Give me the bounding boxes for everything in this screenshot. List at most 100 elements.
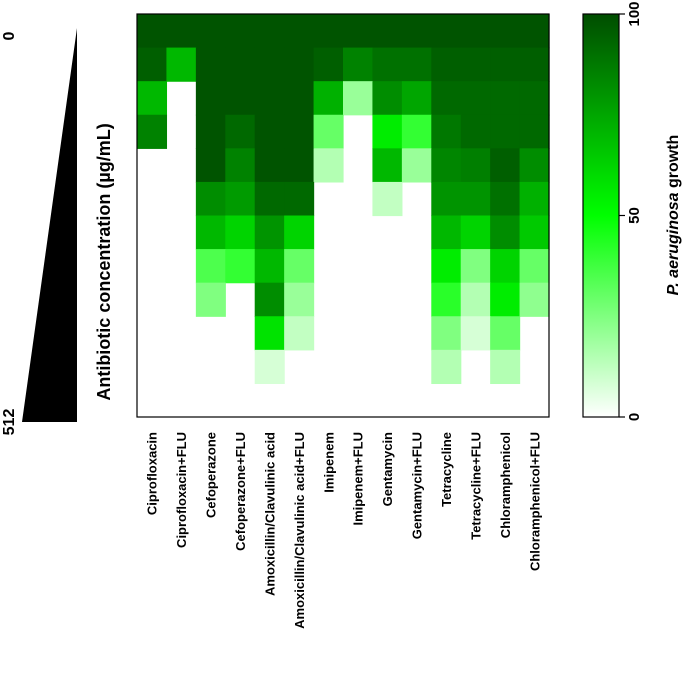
heatmap-cell-r8-c12 [490, 282, 521, 317]
x-tick-label-10: Tetracycline [439, 432, 454, 507]
heatmap-cell-r3-c12 [490, 114, 521, 149]
heatmap-cell-r1-c8 [372, 47, 403, 82]
heatmap-cell-r2-c5 [284, 81, 315, 116]
x-tick-label-1: Ciprofloxacin+FLU [174, 432, 189, 548]
heatmap-cell-r5-c13 [519, 181, 550, 217]
heatmap-cell-r6-c2 [195, 215, 226, 250]
plot-frame [136, 13, 550, 418]
heatmap-cell-r4-c12 [490, 148, 521, 183]
heatmap-cell-r3-c11 [460, 114, 491, 149]
heatmap-cell-r4-c8 [372, 148, 403, 183]
heatmap-cell-r8-c10 [431, 282, 462, 317]
heatmap-cell-r5-c11 [460, 181, 491, 217]
colorbar-label: P. aeruginosa growth [665, 135, 682, 296]
heatmap-cell-r0-c9 [401, 14, 432, 49]
x-tick-labels: Ciprofloxacin Ciprofloxacin+FLU Cefoperazo… [145, 432, 543, 629]
heatmap-cell-r0-c4 [254, 14, 285, 49]
x-tick-label-9: Gentamycin+FLU [410, 432, 425, 539]
heatmap-cell-r0-c12 [490, 14, 521, 49]
heatmap-cell-r1-c3 [225, 47, 256, 82]
heatmap-cell-r6-c11 [460, 215, 491, 250]
heatmap-cell-r3-c8 [372, 114, 403, 149]
heatmap-cell-r1-c6 [313, 47, 344, 82]
heatmap-cell-r2-c6 [313, 81, 344, 116]
heatmap-cell-r7-c13 [519, 249, 550, 284]
heatmap-cell-r0-c10 [431, 14, 462, 49]
heatmap-cell-r8-c4 [254, 282, 285, 317]
heatmap-cell-r9-c11 [460, 316, 491, 351]
heatmap-cell-r7-c12 [490, 249, 521, 284]
heatmap-cell-r2-c13 [519, 81, 550, 116]
colorbar-tick-label-0: 0 [626, 413, 643, 421]
x-tick-label-2: Cefoperazone [204, 432, 219, 518]
heatmap-cell-r1-c2 [195, 47, 226, 82]
heatmap-cell-r6-c5 [284, 215, 315, 250]
heatmap-cell-r7-c5 [284, 249, 315, 284]
heatmap-cell-r2-c11 [460, 81, 491, 116]
heatmap-cell-r3-c6 [313, 114, 344, 149]
colorbar-ticks: 0 50 100 [619, 1, 643, 421]
heatmap-cell-r1-c10 [431, 47, 462, 82]
heatmap-cell-r2-c3 [225, 81, 256, 116]
heatmap-cell-r8-c11 [460, 282, 491, 317]
heatmap-cell-r2-c9 [401, 81, 432, 116]
x-tick-label-5: Amoxicillin/Clavulinic acid+FLU [292, 432, 307, 629]
heatmap-cell-r5-c4 [254, 181, 285, 217]
heatmap-cell-r9-c5 [284, 316, 315, 351]
heatmap-cell-r1-c5 [284, 47, 315, 82]
colorbar-tick-label-2: 100 [626, 1, 643, 26]
heatmap-cell-r5-c12 [490, 181, 521, 217]
heatmap-cell-r4-c2 [195, 148, 226, 183]
heatmap-cell-r3-c13 [519, 114, 550, 149]
heatmap-cell-r4-c10 [431, 148, 462, 183]
colorbar-label-italic: P. aeruginosa [665, 192, 682, 295]
heatmap-cell-r7-c4 [254, 249, 285, 284]
heatmap-cell-r4-c5 [284, 148, 315, 183]
heatmap-cell-r2-c10 [431, 81, 462, 116]
heatmap-cell-r2-c4 [254, 81, 285, 116]
heatmap-cell-r0-c8 [372, 14, 403, 49]
heatmap-cell-r9-c10 [431, 316, 462, 351]
heatmap-cell-r0-c3 [225, 14, 256, 49]
heatmap-cell-r1-c7 [343, 47, 374, 82]
heatmap-cell-r8-c2 [195, 282, 226, 317]
heatmap-cell-r5-c5 [284, 181, 315, 217]
heatmap-cell-r9-c12 [490, 316, 521, 351]
heatmap-cell-r4-c6 [313, 148, 344, 183]
heatmap-cell-r1-c9 [401, 47, 432, 82]
heatmap-cell-r6-c4 [254, 215, 285, 250]
heatmap-cell-r1-c12 [490, 47, 521, 82]
heatmap-cell-r5-c2 [195, 181, 226, 217]
heatmap-cell-r4-c4 [254, 148, 285, 183]
heatmap-cell-r7-c10 [431, 249, 462, 284]
heatmap-cell-r5-c8 [372, 181, 403, 217]
colorbar-tick-label-1: 50 [626, 207, 643, 224]
x-tick-label-11: Tetracycline+FLU [468, 432, 483, 540]
triangle-top-label: 0 [1, 31, 18, 40]
heatmap-cell-r5-c3 [225, 181, 256, 217]
heatmap-cell-r2-c2 [195, 81, 226, 116]
heatmap-cell-r3-c10 [431, 114, 462, 149]
x-tick-label-0: Ciprofloxacin [145, 432, 160, 515]
x-tick-label-12: Chloramphenicol [498, 432, 513, 538]
heatmap-cell-r0-c5 [284, 14, 315, 49]
triangle-bottom-label: 512 [1, 409, 18, 436]
heatmap-cell-r3-c3 [225, 114, 256, 149]
heatmap-cell-r10-c12 [490, 349, 521, 385]
x-tick-label-3: Cefoperazone+FLU [233, 432, 248, 551]
heatmap-cell-r3-c0 [137, 114, 168, 149]
heatmap-cell-r4-c11 [460, 148, 491, 183]
heatmap-cell-r2-c8 [372, 81, 403, 116]
heatmap-cell-r6-c12 [490, 215, 521, 250]
heatmap-cell-r7-c2 [195, 249, 226, 284]
heatmap-cell-r0-c7 [343, 14, 374, 49]
heatmap-cell-r1-c4 [254, 47, 285, 82]
heatmap-cell-r2-c0 [137, 81, 168, 116]
heatmap-cell-r3-c9 [401, 114, 432, 149]
x-tick-label-6: Imipenem [321, 432, 336, 493]
heatmap-cell-r4-c9 [401, 148, 432, 183]
x-tick-label-13: Chloramphenicol+FLU [527, 432, 542, 571]
heatmap-cell-r6-c10 [431, 215, 462, 250]
heatmap-cell-r1-c1 [166, 47, 197, 82]
